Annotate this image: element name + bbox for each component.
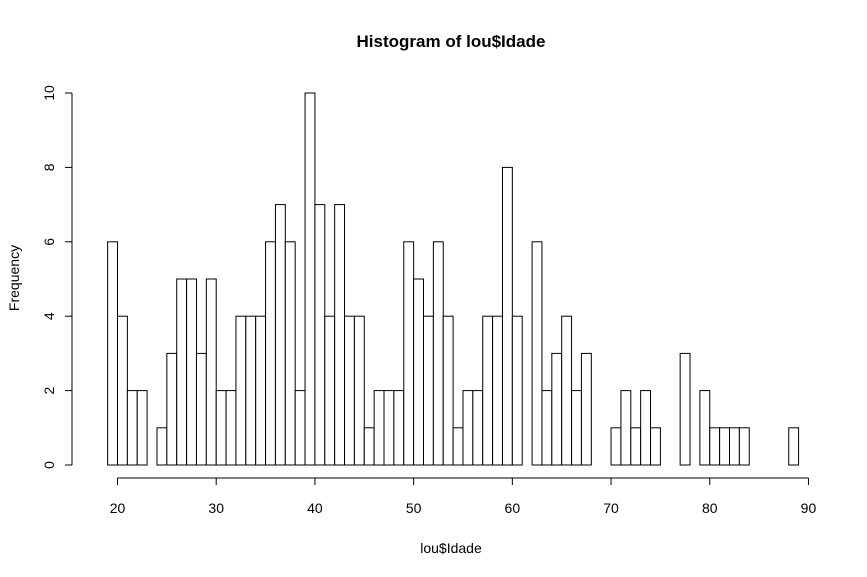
- histogram-bar: [324, 315, 336, 466]
- histogram-bar: [699, 390, 711, 466]
- y-axis-label: Frequency: [6, 245, 22, 311]
- histogram-bar: [334, 204, 346, 466]
- histogram-bar: [393, 390, 405, 466]
- y-tick-label: 10: [41, 85, 57, 101]
- histogram-bar: [136, 390, 148, 466]
- histogram-bar: [225, 390, 237, 466]
- histogram-bar: [482, 315, 494, 466]
- histogram-bar: [511, 315, 523, 466]
- y-tick-label: 6: [41, 238, 57, 246]
- x-tick-label: 40: [307, 500, 323, 516]
- histogram-bar: [117, 315, 128, 466]
- histogram-bar: [501, 166, 513, 466]
- histogram-bar: [452, 427, 464, 466]
- histogram-bar: [274, 204, 286, 466]
- histogram-bar: [679, 352, 691, 466]
- histogram-bar: [255, 315, 267, 466]
- histogram-bar: [156, 427, 168, 466]
- y-axis: 0 2 4 6 8 10: [41, 85, 73, 469]
- histogram-bar: [571, 390, 582, 466]
- histogram-bar: [383, 390, 395, 466]
- histogram-bar: [709, 427, 721, 466]
- histogram-bar: [738, 427, 750, 466]
- x-tick-label: 60: [505, 500, 521, 516]
- x-tick-label: 50: [406, 500, 422, 516]
- histogram-bar: [304, 92, 316, 466]
- histogram-bar: [107, 241, 118, 466]
- histogram-bar: [541, 390, 553, 466]
- histogram-bar: [344, 315, 355, 466]
- histogram-bar: [373, 390, 385, 466]
- histogram-bar: [363, 427, 375, 466]
- histogram-bar: [610, 427, 622, 466]
- x-tick-label: 30: [208, 500, 224, 516]
- histogram-bar: [413, 278, 425, 466]
- histogram-bar: [729, 427, 740, 466]
- histogram-bar: [442, 315, 454, 466]
- y-tick-label: 2: [41, 386, 57, 394]
- histogram-bar: [176, 278, 188, 466]
- y-tick-label: 0: [41, 461, 57, 469]
- x-axis-label: lou$Idade: [420, 540, 482, 556]
- histogram-bar: [126, 390, 138, 466]
- histogram-bar: [620, 390, 632, 466]
- histogram-bar: [492, 315, 503, 466]
- histogram-bar: [531, 241, 543, 466]
- histogram-bar: [265, 241, 276, 466]
- x-tick-label: 90: [801, 500, 817, 516]
- histogram-bar: [205, 278, 217, 466]
- histogram-bar: [245, 315, 257, 466]
- histogram-bar: [403, 241, 415, 466]
- histogram-bar: [580, 352, 592, 466]
- histogram-bar: [195, 352, 207, 466]
- histogram-bar: [472, 390, 484, 466]
- histogram-bar: [788, 427, 800, 466]
- histogram-bar: [561, 315, 573, 466]
- histogram-bar: [166, 352, 178, 466]
- x-tick-label: 70: [603, 500, 619, 516]
- histogram-bar: [640, 390, 652, 466]
- histogram-bar: [719, 427, 731, 466]
- bars-group: [107, 92, 800, 466]
- histogram-bar: [630, 427, 642, 466]
- histogram-bar: [551, 352, 563, 466]
- histogram-bar: [215, 390, 227, 466]
- histogram-bar: [284, 241, 296, 466]
- histogram-bar: [650, 427, 661, 466]
- histogram-bar: [423, 315, 434, 466]
- histogram-bar: [235, 315, 247, 466]
- histogram-bar: [186, 278, 197, 466]
- chart-title: Histogram of lou$Idade: [357, 32, 546, 51]
- histogram-bar: [462, 390, 474, 466]
- histogram-bar: [432, 241, 444, 466]
- y-tick-label: 4: [41, 312, 57, 320]
- x-axis: 20 30 40 50 60 70 80 90: [110, 477, 817, 516]
- x-tick-label: 80: [702, 500, 718, 516]
- x-tick-label: 20: [110, 500, 126, 516]
- histogram-bar: [294, 390, 306, 466]
- y-tick-label: 8: [41, 163, 57, 171]
- histogram-bar: [314, 204, 326, 466]
- histogram-bar: [353, 315, 365, 466]
